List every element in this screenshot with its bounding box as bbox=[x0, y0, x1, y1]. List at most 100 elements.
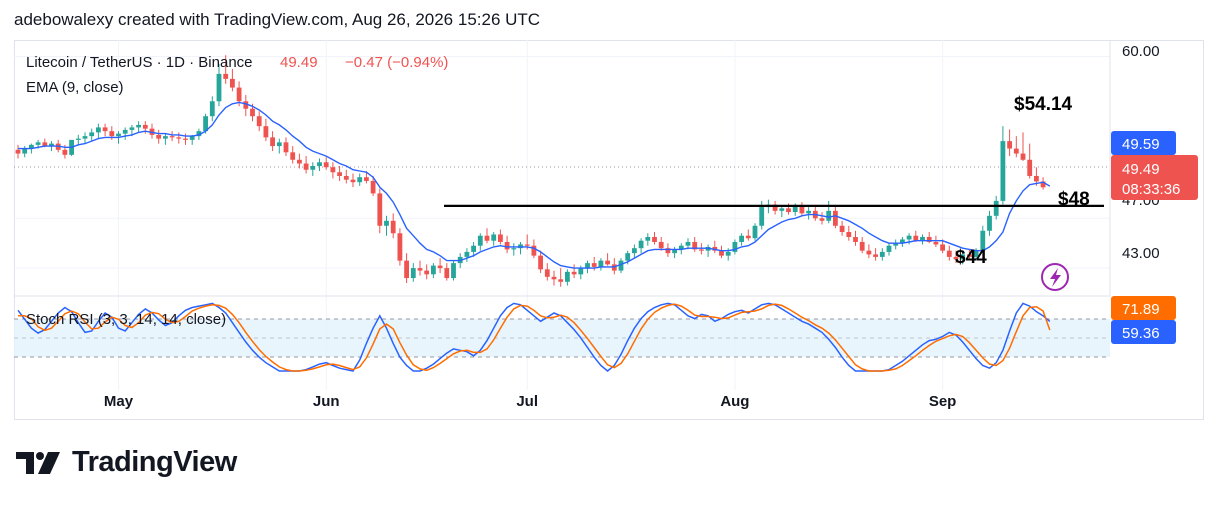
candle[interactable] bbox=[565, 269, 570, 286]
candle[interactable] bbox=[920, 234, 925, 245]
candle[interactable] bbox=[1020, 132, 1026, 162]
candle[interactable] bbox=[645, 233, 651, 246]
candle[interactable] bbox=[102, 123, 108, 137]
candle[interactable] bbox=[484, 228, 490, 244]
candle[interactable] bbox=[833, 205, 838, 229]
candle[interactable] bbox=[256, 111, 262, 132]
candle[interactable] bbox=[1000, 126, 1006, 205]
candle[interactable] bbox=[960, 251, 966, 265]
candle[interactable] bbox=[297, 153, 302, 169]
candle[interactable] bbox=[451, 260, 456, 281]
candle[interactable] bbox=[672, 246, 677, 259]
candle[interactable] bbox=[96, 123, 101, 139]
candle[interactable] bbox=[491, 231, 497, 246]
candle[interactable] bbox=[283, 137, 289, 157]
candle[interactable] bbox=[993, 195, 999, 220]
candle[interactable] bbox=[692, 236, 698, 252]
candle[interactable] bbox=[169, 131, 175, 142]
candle[interactable] bbox=[544, 263, 550, 281]
candle[interactable] bbox=[424, 264, 430, 280]
candle[interactable] bbox=[980, 225, 986, 254]
candle[interactable] bbox=[243, 95, 249, 117]
candle[interactable] bbox=[605, 253, 610, 266]
candle[interactable] bbox=[156, 129, 162, 144]
candle[interactable] bbox=[410, 263, 416, 282]
candle[interactable] bbox=[263, 118, 269, 142]
candle[interactable] bbox=[638, 238, 644, 254]
candle[interactable] bbox=[350, 173, 356, 188]
candle[interactable] bbox=[15, 144, 21, 159]
candle[interactable] bbox=[317, 158, 322, 171]
candle[interactable] bbox=[337, 166, 342, 181]
candle[interactable] bbox=[618, 258, 624, 274]
candle[interactable] bbox=[276, 138, 282, 154]
candle[interactable] bbox=[323, 157, 329, 170]
candle[interactable] bbox=[846, 225, 852, 241]
candle[interactable] bbox=[397, 228, 403, 266]
candle[interactable] bbox=[551, 270, 557, 286]
candle[interactable] bbox=[632, 244, 637, 259]
candle[interactable] bbox=[946, 245, 952, 261]
candle[interactable] bbox=[390, 213, 396, 239]
candle[interactable] bbox=[839, 220, 845, 236]
candle[interactable] bbox=[176, 132, 182, 144]
candle[interactable] bbox=[853, 230, 858, 246]
candle[interactable] bbox=[732, 239, 738, 255]
candle[interactable] bbox=[752, 223, 758, 241]
candle[interactable] bbox=[1040, 177, 1046, 190]
candle[interactable] bbox=[437, 258, 443, 274]
candle[interactable] bbox=[705, 244, 711, 257]
candle[interactable] bbox=[571, 264, 577, 279]
candle[interactable] bbox=[370, 175, 376, 196]
candle[interactable] bbox=[719, 245, 724, 259]
candle[interactable] bbox=[477, 233, 483, 251]
candle[interactable] bbox=[900, 236, 905, 247]
candle[interactable] bbox=[310, 162, 316, 176]
candle[interactable] bbox=[799, 202, 805, 216]
candle[interactable] bbox=[712, 240, 718, 254]
candle[interactable] bbox=[953, 250, 959, 264]
candle[interactable] bbox=[987, 210, 992, 236]
candle[interactable] bbox=[209, 96, 215, 122]
candle[interactable] bbox=[1007, 129, 1012, 157]
candle[interactable] bbox=[893, 239, 899, 250]
candle[interactable] bbox=[558, 268, 564, 287]
candle[interactable] bbox=[431, 263, 436, 279]
candle[interactable] bbox=[89, 128, 95, 142]
candle[interactable] bbox=[826, 200, 832, 224]
candle[interactable] bbox=[598, 258, 604, 271]
candle[interactable] bbox=[886, 243, 892, 256]
candle[interactable] bbox=[1013, 136, 1019, 158]
candle[interactable] bbox=[122, 127, 128, 140]
candle[interactable] bbox=[926, 231, 932, 244]
candle[interactable] bbox=[658, 236, 664, 251]
candle[interactable] bbox=[270, 131, 275, 152]
candle[interactable] bbox=[230, 68, 235, 92]
candle[interactable] bbox=[163, 133, 168, 145]
candle[interactable] bbox=[504, 235, 510, 254]
candle[interactable] bbox=[772, 200, 778, 215]
candle[interactable] bbox=[873, 248, 878, 261]
candle[interactable] bbox=[819, 212, 825, 225]
candle[interactable] bbox=[303, 156, 309, 174]
candle[interactable] bbox=[779, 205, 785, 218]
candle[interactable] bbox=[967, 249, 972, 260]
candle[interactable] bbox=[290, 146, 296, 164]
candle[interactable] bbox=[859, 236, 865, 254]
lightning-icon[interactable] bbox=[1041, 263, 1069, 291]
candle[interactable] bbox=[136, 121, 141, 133]
candle[interactable] bbox=[739, 233, 744, 246]
candle[interactable] bbox=[511, 243, 517, 256]
candle[interactable] bbox=[417, 260, 423, 276]
candle[interactable] bbox=[149, 123, 155, 139]
candle[interactable] bbox=[471, 241, 476, 257]
candle[interactable] bbox=[377, 188, 383, 234]
candle[interactable] bbox=[216, 63, 222, 107]
candle[interactable] bbox=[223, 55, 229, 84]
candle[interactable] bbox=[518, 241, 523, 255]
candle[interactable] bbox=[498, 229, 503, 245]
candle[interactable] bbox=[866, 244, 872, 259]
candle[interactable] bbox=[75, 134, 81, 145]
candle[interactable] bbox=[1027, 143, 1033, 179]
footer-logo[interactable]: TradingView bbox=[16, 446, 237, 479]
